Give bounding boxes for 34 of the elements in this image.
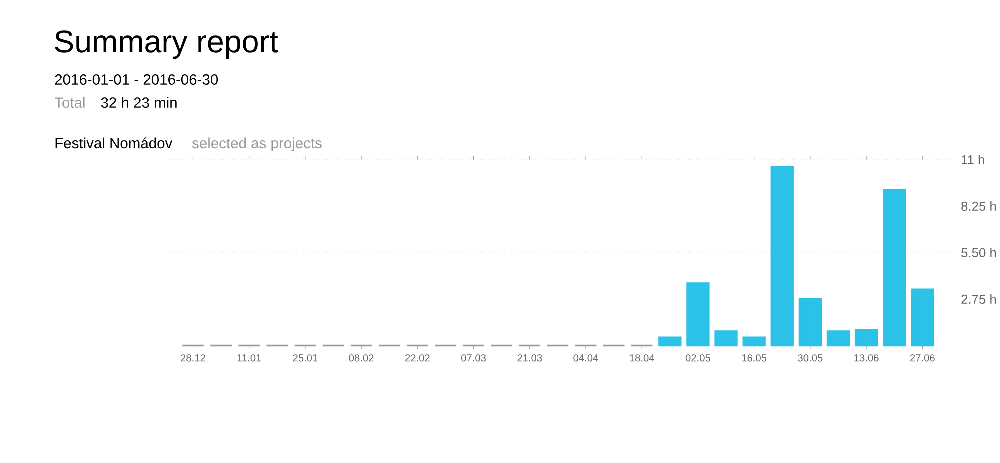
chart-title: Summary report xyxy=(55,30,278,60)
y-tick-label: 5.50 h xyxy=(962,248,996,258)
x-tick-label: 11.01 xyxy=(238,354,262,362)
bar xyxy=(826,330,850,347)
text: selected as projects xyxy=(192,138,322,152)
x-tick-label: 04.04 xyxy=(574,354,598,362)
bar xyxy=(742,336,766,347)
x-tick-label: 25.01 xyxy=(293,354,318,362)
bar xyxy=(658,336,682,347)
y-tick-label: 8.25 h xyxy=(962,202,996,212)
x-tick-label: 08.02 xyxy=(349,354,374,362)
bar xyxy=(911,288,934,347)
bar xyxy=(854,329,878,347)
x-tick-label: 22.02 xyxy=(405,354,430,362)
y-tick-label: 11 h xyxy=(962,155,984,164)
text: Total xyxy=(54,97,85,108)
y-tick-label: 2.75 h xyxy=(962,294,996,304)
text: Festival Nomádov xyxy=(56,138,173,149)
bar xyxy=(883,189,906,347)
bar xyxy=(798,298,822,347)
x-tick-label: 30.05 xyxy=(798,354,823,362)
x-tick-label: 16.05 xyxy=(742,354,767,362)
bar xyxy=(686,282,710,347)
x-tick-label: 07.03 xyxy=(461,354,486,362)
x-tick-label: 28.12 xyxy=(181,354,206,362)
text: 32 h 23 min xyxy=(101,97,177,108)
x-tick-label: 13.06 xyxy=(854,354,879,362)
bar xyxy=(714,330,738,347)
bar xyxy=(770,166,794,347)
x-tick-label: 18.04 xyxy=(630,354,654,362)
x-tick-label: 27.06 xyxy=(910,354,935,362)
chart-subtitle: 2016-01-01 - 2016-06-30 xyxy=(55,74,218,85)
x-tick-label: 21.03 xyxy=(518,354,542,362)
x-tick-label: 02.05 xyxy=(686,354,710,362)
